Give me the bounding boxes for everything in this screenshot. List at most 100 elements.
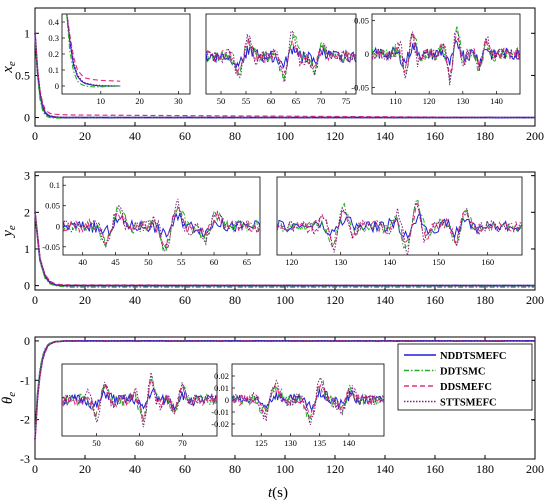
x-tick-label: 200 bbox=[526, 293, 544, 307]
inset-x-tick-label: 125 bbox=[255, 438, 268, 448]
inset-line-ddsmefc bbox=[372, 31, 520, 78]
inset-x-tick-label: 70 bbox=[178, 438, 187, 448]
x-tick-label: 80 bbox=[229, 129, 241, 143]
x-tick-label: 40 bbox=[129, 129, 141, 143]
x-tick-label: 160 bbox=[426, 462, 444, 476]
inset-line-nddtsmefc bbox=[277, 211, 522, 240]
inset-line-sttsmefc bbox=[277, 201, 522, 255]
inset-x-tick-label: 160 bbox=[481, 257, 494, 267]
inset-x-tick-label: 130 bbox=[456, 96, 469, 106]
inset-series bbox=[277, 199, 522, 255]
legend-label: STTSMEFC bbox=[440, 398, 497, 409]
inset-line-ddtsmc bbox=[232, 378, 384, 424]
inset-line-ddtsmc bbox=[277, 199, 522, 249]
x-tick-label: 80 bbox=[229, 462, 241, 476]
inset-series bbox=[63, 198, 260, 252]
inset-series bbox=[372, 25, 520, 86]
inset-x-tick-label: 45 bbox=[111, 257, 120, 267]
x-tick-label: 140 bbox=[376, 462, 394, 476]
inset-y-tick-label: -0.05 bbox=[42, 242, 60, 252]
inset-frame bbox=[61, 13, 191, 95]
inset-x-tick-label: 120 bbox=[285, 257, 298, 267]
inset-line-ddsmefc bbox=[277, 201, 522, 248]
inset-x-tick-label: 130 bbox=[284, 438, 297, 448]
inset-line-ddsmefc bbox=[63, 206, 260, 249]
inset-y-tick-label: 0 bbox=[365, 49, 369, 59]
legend-label: NDDTSMEFC bbox=[440, 351, 507, 362]
inset-x-tick-label: 60 bbox=[135, 438, 144, 448]
inset-line-nddtsmefc bbox=[63, 212, 260, 239]
inset-x-tick-label: 70 bbox=[317, 96, 326, 106]
inset-y-tick-label: 0.1 bbox=[49, 180, 60, 190]
x-tick-label: 20 bbox=[79, 293, 91, 307]
inset-y-tick-label: 0 bbox=[55, 81, 59, 91]
inset-series bbox=[206, 29, 356, 82]
inset-line-sttsmefc bbox=[232, 376, 384, 425]
y-tick-label: 2 bbox=[24, 205, 30, 219]
x-tick-label: 100 bbox=[276, 293, 294, 307]
inset-x-tick-label: 130 bbox=[334, 257, 347, 267]
x-tick-label: 40 bbox=[129, 462, 141, 476]
inset-line-sttsmefc bbox=[66, 14, 121, 87]
inset-x-tick-label: 135 bbox=[313, 438, 326, 448]
series-line-noise bbox=[64, 116, 536, 119]
y-tick-label: 1 bbox=[24, 26, 30, 40]
inset-y-tick-label: 0.01 bbox=[214, 383, 229, 393]
inset-1-2: 50 55 60 65 70 75 bbox=[205, 13, 357, 106]
inset-y-tick-label: 0.2 bbox=[48, 49, 59, 59]
inset-line-ddsmefc bbox=[206, 38, 356, 75]
x-tick-label: 20 bbox=[79, 462, 91, 476]
inset-3-2: 125 130 135 140 0.02 0.01 0 -0.01 -0.02 bbox=[211, 363, 385, 448]
inset-x-tick-label: 110 bbox=[389, 96, 401, 106]
inset-y-tick-label: 0.3 bbox=[48, 33, 59, 43]
inset-line-ddtsmc bbox=[62, 375, 217, 422]
inset-line-nddtsmefc bbox=[206, 45, 356, 69]
inset-x-tick-label: 55 bbox=[242, 96, 251, 106]
inset-x-tick-label: 120 bbox=[423, 96, 436, 106]
inset-x-tick-label: 30 bbox=[174, 96, 183, 106]
inset-series bbox=[66, 14, 121, 88]
x-tick-label: 120 bbox=[326, 129, 344, 143]
x-tick-label: 40 bbox=[129, 293, 141, 307]
x-tick-label: 60 bbox=[179, 293, 191, 307]
x-tick-label: 60 bbox=[179, 129, 191, 143]
inset-y-tick-label: 0.05 bbox=[45, 201, 60, 211]
x-tick-label: 180 bbox=[476, 293, 494, 307]
inset-x-tick-label: 50 bbox=[92, 438, 101, 448]
inset-x-tick-label: 150 bbox=[432, 257, 445, 267]
y-tick-label: 0 bbox=[24, 279, 30, 293]
x-tick-label: 200 bbox=[526, 129, 544, 143]
inset-y-tick-label: 0.4 bbox=[48, 17, 59, 27]
inset-y-tick-label: -0.02 bbox=[211, 419, 229, 429]
inset-x-tick-label: 60 bbox=[210, 257, 219, 267]
inset-y-tick-label: 0 bbox=[225, 395, 229, 405]
x-tick-label: 100 bbox=[276, 462, 294, 476]
inset-y-tick-label: 0.05 bbox=[354, 16, 369, 26]
x-tick-label: 180 bbox=[476, 462, 494, 476]
series-line-ddtsmc bbox=[34, 212, 535, 288]
inset-2-1: 40 45 50 55 60 65 0.1 0.05 0 -0.05 bbox=[42, 176, 261, 267]
x-tick-label: 120 bbox=[326, 293, 344, 307]
inset-line-ddtsmc bbox=[206, 32, 356, 82]
inset-series bbox=[62, 372, 217, 428]
x-tick-label: 100 bbox=[276, 129, 294, 143]
series-line-ddsmefc bbox=[34, 33, 536, 119]
y-tick-label: 1 bbox=[24, 242, 30, 256]
y-axis-label: xe bbox=[0, 61, 18, 74]
x-tick-label: 120 bbox=[326, 462, 344, 476]
y-tick-label: 3 bbox=[24, 169, 30, 183]
inset-frame bbox=[276, 176, 523, 256]
xlabel-main: t(s) bbox=[268, 485, 288, 501]
x-tick-label: 180 bbox=[476, 129, 494, 143]
series-line-sttsmefc bbox=[34, 340, 535, 440]
chart-panel-1: 0 20 40 60 80 100 120 140 160 180 200 0 0.5 1 xe 10 20 30… bbox=[0, 7, 544, 143]
chart-panel-2: 0 20 40 60 80 100 120 140 160 180 200 0 1 2 3 ye 40 45 50 5… bbox=[0, 169, 544, 307]
inset-x-tick-label: 50 bbox=[144, 257, 153, 267]
x-tick-label: 60 bbox=[179, 462, 191, 476]
inset-line-sttsmefc bbox=[62, 372, 217, 428]
inset-x-tick-label: 65 bbox=[292, 96, 301, 106]
inset-line-nddtsmefc bbox=[62, 387, 217, 411]
x-tick-label: 160 bbox=[426, 293, 444, 307]
inset-3-1: 50 60 70 bbox=[61, 363, 218, 448]
